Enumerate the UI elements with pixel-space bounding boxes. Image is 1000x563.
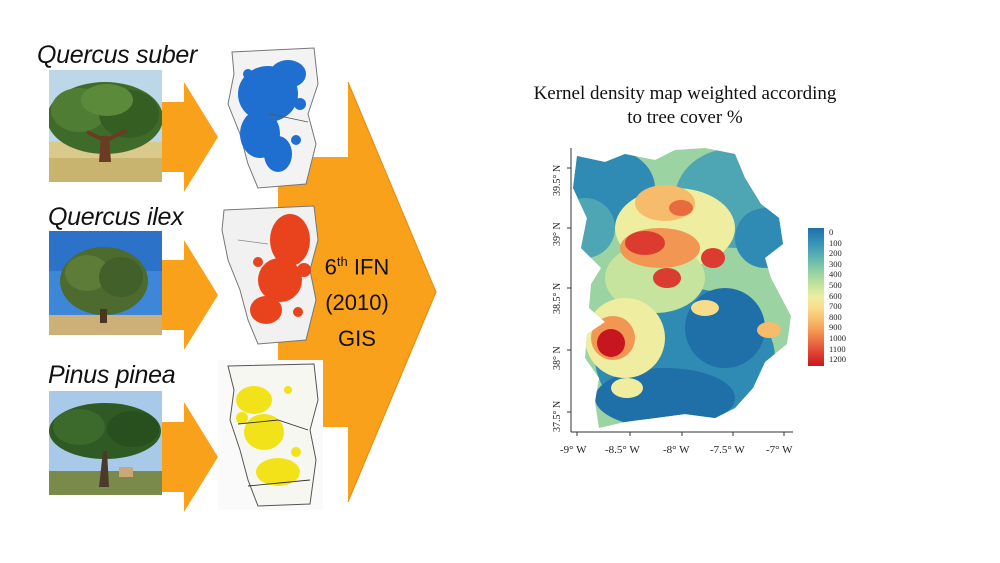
holm-oak-photo: [49, 231, 162, 343]
x-tick-label: -8.5° W: [605, 444, 640, 456]
ifn-gis: GIS: [338, 326, 376, 352]
y-tick-label: 39° N: [552, 222, 563, 246]
species-label-quercus-suber: Quercus suber: [37, 41, 198, 69]
ifn-acronym: IFN: [347, 254, 390, 280]
stone-pine-photo: [49, 391, 162, 503]
ifn-edition-number: 6: [324, 254, 337, 280]
quercus-suber-distribution-map: [218, 44, 323, 192]
ifn-label: 6th IFN (2010) GIS: [322, 244, 392, 357]
kernel-density-map: [567, 148, 793, 436]
ifn-edition-suffix: th: [336, 254, 348, 269]
legend-label: 500: [829, 279, 842, 290]
map-title-line-1: Kernel density map weighted according: [533, 83, 837, 104]
quercus-ilex-distribution-map: [218, 200, 323, 348]
pinus-pinea-distribution-map: [218, 360, 323, 510]
legend-label: 1100: [829, 343, 846, 354]
legend-label: 800: [829, 311, 842, 322]
x-tick-label: -7.5° W: [710, 444, 745, 456]
arrow-right-icon: [162, 82, 218, 192]
species-label-quercus-ilex: Quercus ilex: [48, 203, 184, 231]
species-label-pinus-pinea: Pinus pinea: [48, 361, 176, 389]
y-tick-label: 39.5° N: [552, 164, 563, 196]
x-tick-label: -7° W: [766, 444, 793, 456]
map-title-line-2: to tree cover %: [627, 107, 743, 128]
legend-label: 700: [829, 301, 842, 312]
legend-label: 0: [829, 227, 834, 237]
legend-label: 400: [829, 269, 842, 280]
arrow-right-icon: [162, 402, 218, 512]
ifn-line-1: 6th IFN: [322, 244, 392, 285]
cork-oak-photo: [49, 70, 162, 182]
y-tick-label: 38° N: [552, 346, 563, 370]
legend-label: 200: [829, 248, 842, 259]
legend-label: 1000: [829, 332, 846, 343]
ifn-year: (2010): [325, 290, 389, 316]
legend-color-bar: [808, 228, 824, 366]
legend-label: 1200: [829, 354, 846, 365]
legend-label: 100: [829, 237, 842, 248]
legend-labels: 0 100 200 300 400 500 600 700 800 900 10…: [829, 227, 869, 365]
legend-label: 900: [829, 322, 842, 333]
x-tick-label: -8° W: [663, 444, 690, 456]
y-tick-label: 38.5° N: [552, 282, 563, 314]
y-tick-label: 37.5° N: [552, 400, 563, 432]
legend-label: 600: [829, 290, 842, 301]
x-tick-label: -9° W: [560, 444, 587, 456]
legend-label: 300: [829, 258, 842, 269]
arrow-right-icon: [162, 240, 218, 350]
map-title: Kernel density map weighted according to…: [505, 82, 865, 130]
